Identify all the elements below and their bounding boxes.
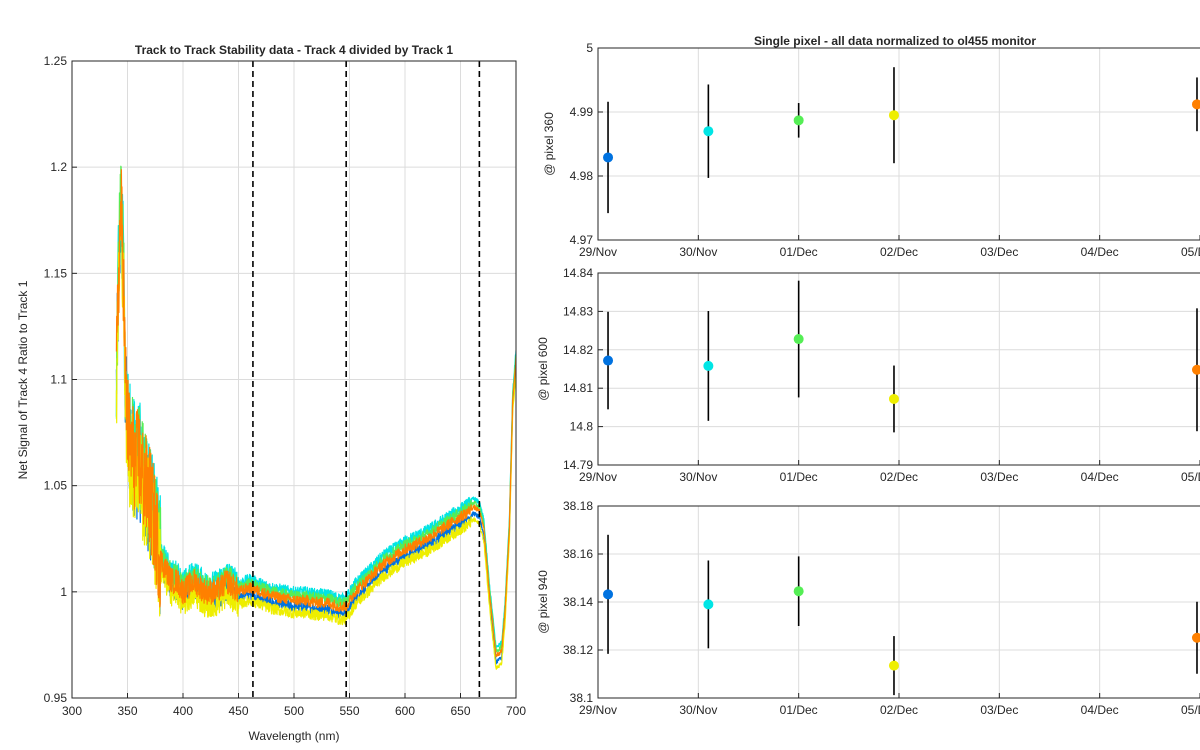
spectrum-ratio-plot: 300 350 400 450 500 550 600 650 700 0.95 1 1.05 1.1… [16, 43, 526, 743]
x-tick-label: 02/Dec [880, 470, 918, 484]
x-tick-label: 04/Dec [1081, 470, 1119, 484]
data-point [793, 586, 804, 597]
y-tick-label: 38.18 [563, 499, 593, 513]
y-tick-label: 1 [60, 585, 67, 599]
x-tick-label: 05/Dec [1181, 470, 1200, 484]
data-point [703, 360, 714, 371]
x-tick-label: 550 [339, 704, 359, 718]
data-point [888, 110, 899, 121]
x-tick-labels: 300 350 400 450 500 550 600 650 700 [62, 704, 526, 718]
y-axis-label: @ pixel 940 [536, 570, 550, 634]
x-tick-label: 03/Dec [980, 470, 1018, 484]
y-tick-labels: 4.97 4.98 4.99 5 [570, 41, 594, 247]
points-group [603, 534, 1200, 696]
data-point [603, 355, 614, 366]
chart-title: Track to Track Stability data - Track 4 … [135, 43, 453, 57]
data-point [888, 393, 899, 404]
y-tick-labels: 38.1 38.12 38.14 38.16 38.18 [563, 499, 593, 705]
x-tick-label: 30/Nov [679, 245, 717, 259]
x-tick-label: 500 [284, 704, 304, 718]
y-tick-label: 14.84 [563, 266, 593, 280]
x-tick-label: 650 [450, 704, 470, 718]
x-tick-label: 29/Nov [579, 470, 617, 484]
marker-lines [252, 61, 481, 698]
x-tick-labels: 29/Nov 30/Nov 01/Dec 02/Dec 03/Dec 04/Dec 05/D… [579, 470, 1200, 484]
y-tick-label: 4.98 [570, 169, 594, 183]
points-group [603, 67, 1200, 214]
gridlines [597, 47, 1200, 241]
x-axis-label: Wavelength (nm) [249, 729, 340, 743]
series-line [115, 169, 516, 658]
y-tick-label: 1.25 [44, 54, 68, 68]
data-point [1191, 364, 1200, 375]
x-tick-label: 01/Dec [780, 470, 818, 484]
x-tick-label: 30/Nov [679, 470, 717, 484]
y-tick-label: 1.05 [44, 479, 68, 493]
y-tick-label: 1.2 [50, 160, 67, 174]
x-tick-label: 04/Dec [1081, 245, 1119, 259]
x-tick-label: 03/Dec [980, 703, 1018, 717]
y-tick-label: 38.12 [563, 643, 593, 657]
x-tick-label: 29/Nov [579, 703, 617, 717]
x-tick-label: 01/Dec [780, 245, 818, 259]
data-point [703, 599, 714, 610]
y-tick-label: 4.99 [570, 105, 594, 119]
data-point [793, 115, 804, 126]
x-tick-label: 05/Dec [1181, 245, 1200, 259]
y-tick-label: 14.79 [563, 458, 593, 472]
data-point [1191, 99, 1200, 110]
y-tick-label: 14.81 [563, 381, 593, 395]
x-tick-label: 29/Nov [579, 245, 617, 259]
y-axis-label: @ pixel 600 [536, 337, 550, 401]
x-tick-label: 600 [395, 704, 415, 718]
data-point [603, 589, 614, 600]
y-tick-label: 14.82 [563, 343, 593, 357]
y-tick-labels: 0.95 1 1.05 1.1 1.15 1.2 1.25 [44, 54, 68, 705]
x-tick-label: 02/Dec [880, 245, 918, 259]
x-tick-label: 400 [173, 704, 193, 718]
y-tick-label: 14.8 [570, 420, 594, 434]
x-tick-label: 30/Nov [679, 703, 717, 717]
gridlines [597, 272, 1200, 466]
y-axis-label: Net Signal of Track 4 Ratio to Track 1 [16, 280, 30, 479]
y-tick-label: 5 [586, 41, 593, 55]
y-tick-label: 14.83 [563, 304, 593, 318]
x-tick-labels: 29/Nov 30/Nov 01/Dec 02/Dec 03/Dec 04/Dec 05/D… [579, 703, 1200, 717]
y-tick-labels: 14.79 14.8 14.81 14.82 14.83 14.84 [563, 266, 593, 472]
x-tick-label: 01/Dec [780, 703, 818, 717]
x-tick-label: 700 [506, 704, 526, 718]
x-tick-label: 300 [62, 704, 82, 718]
x-tick-label: 350 [117, 704, 137, 718]
y-tick-label: 38.1 [570, 691, 594, 705]
y-tick-label: 38.14 [563, 595, 593, 609]
data-point [888, 660, 899, 671]
points-group [603, 280, 1200, 433]
data-point [793, 334, 804, 345]
right-title: Single pixel - all data normalized to ol… [754, 34, 1036, 48]
x-tick-label: 03/Dec [980, 245, 1018, 259]
x-tick-labels: 29/Nov 30/Nov 01/Dec 02/Dec 03/Dec 04/Dec 05/D… [579, 245, 1200, 259]
x-tick-label: 450 [228, 704, 248, 718]
y-tick-label: 38.16 [563, 547, 593, 561]
data-point [603, 152, 614, 163]
y-axis-label: @ pixel 360 [542, 112, 556, 176]
pixel-940-plot: 29/Nov 30/Nov 01/Dec 02/Dec 03/Dec 04/Dec 05/D… [536, 499, 1200, 717]
y-tick-label: 0.95 [44, 691, 68, 705]
series-group [115, 165, 516, 670]
data-point [1191, 632, 1200, 643]
pixel-360-plot: 29/Nov 30/Nov 01/Dec 02/Dec 03/Dec 04/Dec 05/D… [542, 41, 1200, 259]
y-tick-label: 1.1 [50, 373, 67, 387]
x-tick-label: 05/Dec [1181, 703, 1200, 717]
x-tick-label: 04/Dec [1081, 703, 1119, 717]
y-tick-label: 1.15 [44, 266, 68, 280]
data-point [703, 126, 714, 137]
y-tick-label: 4.97 [570, 233, 594, 247]
pixel-600-plot: 29/Nov 30/Nov 01/Dec 02/Dec 03/Dec 04/Dec 05/D… [536, 266, 1200, 484]
x-tick-label: 02/Dec [880, 703, 918, 717]
